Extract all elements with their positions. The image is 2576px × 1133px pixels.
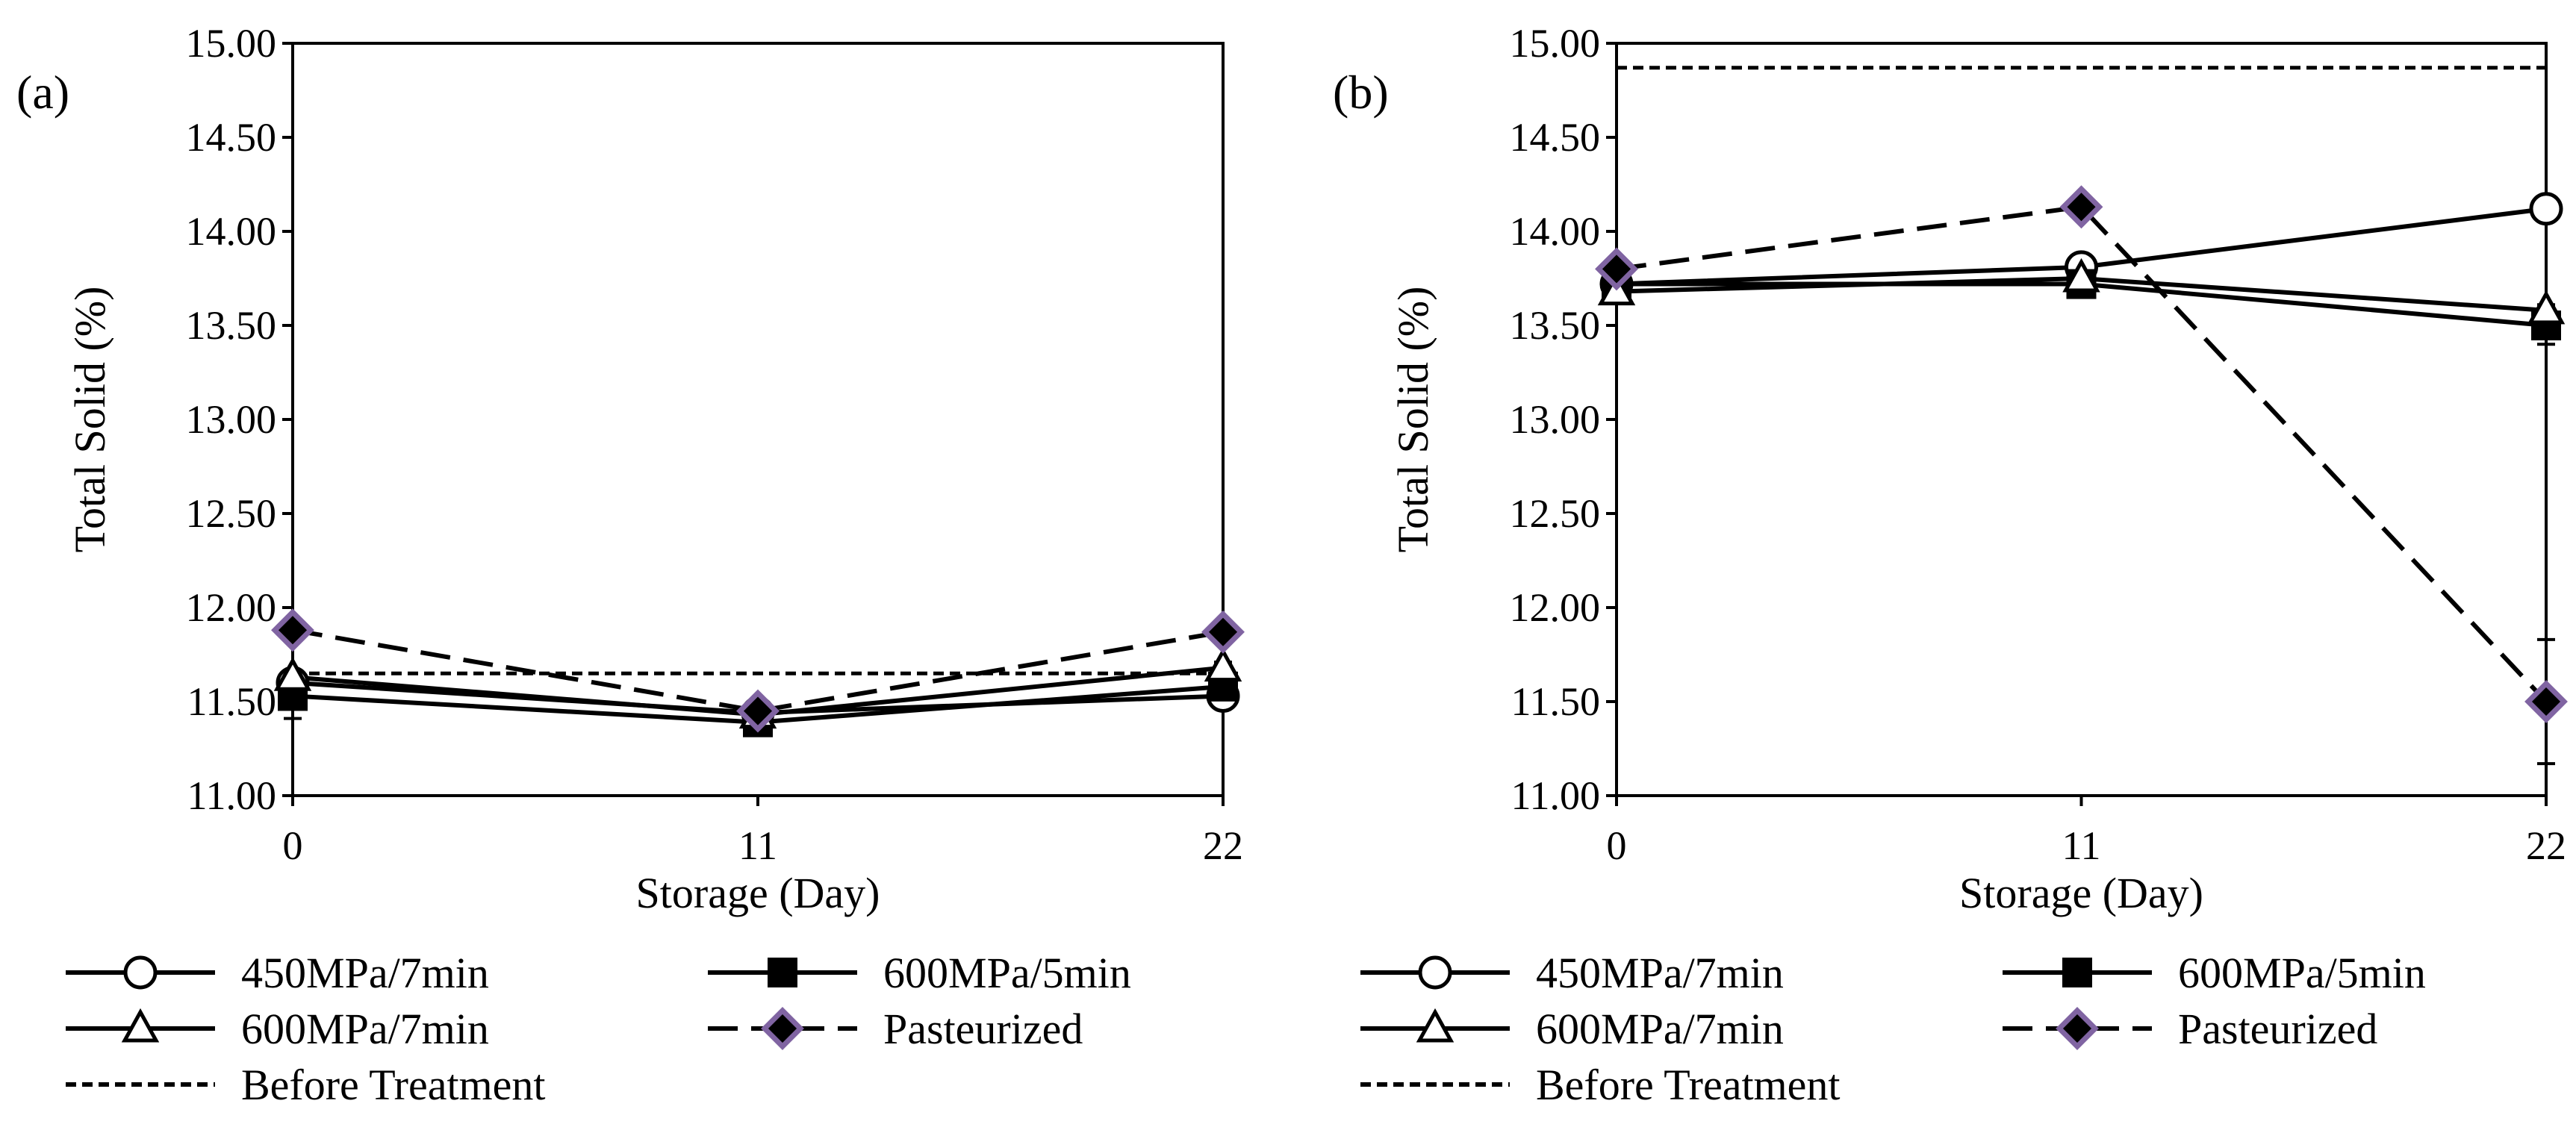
series-line-diamond <box>292 628 1224 714</box>
y-tick-label: 14.00 <box>1510 209 1601 254</box>
legend-square-icon <box>768 958 797 987</box>
x-tick-label: 0 <box>1607 823 1627 868</box>
legend-item: Before Treatment <box>1360 1061 1841 1109</box>
y-tick-label: 15.00 <box>186 21 277 66</box>
panel-label: (a) <box>16 66 69 119</box>
y-tick-label: 15.00 <box>1510 21 1601 66</box>
y-tick-label: 13.50 <box>186 303 277 348</box>
data-point-diamond <box>1201 610 1245 654</box>
y-tick-label: 12.00 <box>1510 585 1601 630</box>
y-tick-label: 13.00 <box>186 397 277 442</box>
data-point-diamond <box>736 689 780 733</box>
legend-label: 600MPa/7min <box>1536 1005 1784 1053</box>
data-point-triangle <box>2527 290 2566 325</box>
data-point-triangle <box>273 657 312 691</box>
y-tick-label: 14.00 <box>186 209 277 254</box>
legend-item: 450MPa/7min <box>66 949 489 997</box>
x-tick-label: 22 <box>1203 823 1243 868</box>
data-point-circle <box>2529 192 2563 226</box>
legend-label: 600MPa/5min <box>883 949 1131 997</box>
data-point-triangle <box>2062 258 2100 293</box>
y-tick-label: 14.50 <box>1510 115 1601 160</box>
legend-circle-icon <box>123 955 158 990</box>
legend-item: Before Treatment <box>66 1061 546 1109</box>
data-point-triangle <box>1204 647 1242 682</box>
plot-area <box>1615 42 2548 797</box>
y-axis-title: Total Solid (%) <box>1389 287 1437 553</box>
legend-b: 450MPa/7min 600MPa/5min 600MPa/7min Pasteur… <box>1360 949 2426 1109</box>
legend-item: Pasteurized <box>708 1005 1083 1053</box>
y-axis-title: Total Solid (%) <box>66 287 114 553</box>
legend-label: 450MPa/7min <box>1536 949 1784 997</box>
x-tick-label: 0 <box>283 823 303 868</box>
x-tick-label: 22 <box>2526 823 2566 868</box>
legend-label: 600MPa/5min <box>2178 949 2426 997</box>
chart-panel-b: 11.00 11.50 12.00 12.50 13.00 13.50 14.00 14.50… <box>1333 21 2568 917</box>
legend-label: Pasteurized <box>2178 1005 2377 1053</box>
y-tick-label: 12.50 <box>186 491 277 536</box>
series-line-diamond <box>1616 205 2548 704</box>
data-point-diamond <box>1595 247 1638 291</box>
chart-panel-a: 11.00 11.50 12.00 12.50 13.00 13.50 14.00 14.50… <box>16 21 1245 917</box>
legend-triangle-icon <box>1416 1008 1455 1043</box>
legend-item: 600MPa/5min <box>708 949 1131 997</box>
legend-item: 600MPa/7min <box>66 1005 489 1053</box>
data-point-diamond <box>2059 185 2103 229</box>
x-tick-label: 11 <box>738 823 777 868</box>
y-tick-label: 14.50 <box>186 115 277 160</box>
legend-label: Before Treatment <box>241 1061 546 1109</box>
legend-triangle-icon <box>121 1008 160 1043</box>
y-tick-label: 11.00 <box>187 773 277 818</box>
legend-label: 600MPa/7min <box>241 1005 489 1053</box>
y-tick-label: 12.00 <box>186 585 277 630</box>
y-tick-label: 11.00 <box>1511 773 1601 818</box>
legend-a: 450MPa/7min 600MPa/5min 600MPa/7min Pasteur… <box>66 949 1131 1109</box>
legend-item: 600MPa/7min <box>1360 1005 1784 1053</box>
legend-label: 450MPa/7min <box>241 949 489 997</box>
y-tick-label: 12.50 <box>1510 491 1601 536</box>
legend-diamond-icon <box>761 1007 804 1050</box>
data-point-diamond <box>271 608 314 652</box>
x-axis-title: Storage (Day) <box>636 869 880 917</box>
legend-item: 600MPa/5min <box>2003 949 2426 997</box>
y-tick-label: 13.00 <box>1510 397 1601 442</box>
x-axis-title: Storage (Day) <box>1959 869 2203 917</box>
legend-label: Before Treatment <box>1536 1061 1841 1109</box>
y-tick-label: 13.50 <box>1510 303 1601 348</box>
legend-circle-icon <box>1418 955 1452 990</box>
x-tick-label: 11 <box>2062 823 2101 868</box>
legend-item: Pasteurized <box>2003 1005 2377 1053</box>
legend-label: Pasteurized <box>883 1005 1083 1053</box>
panel-label: (b) <box>1333 66 1389 119</box>
y-tick-label: 11.50 <box>1511 679 1601 724</box>
legend-diamond-icon <box>2056 1007 2099 1050</box>
y-tick-label: 11.50 <box>187 679 277 724</box>
data-point-diamond <box>2524 680 2568 723</box>
legend-item: 450MPa/7min <box>1360 949 1784 997</box>
legend-square-icon <box>2062 958 2092 987</box>
